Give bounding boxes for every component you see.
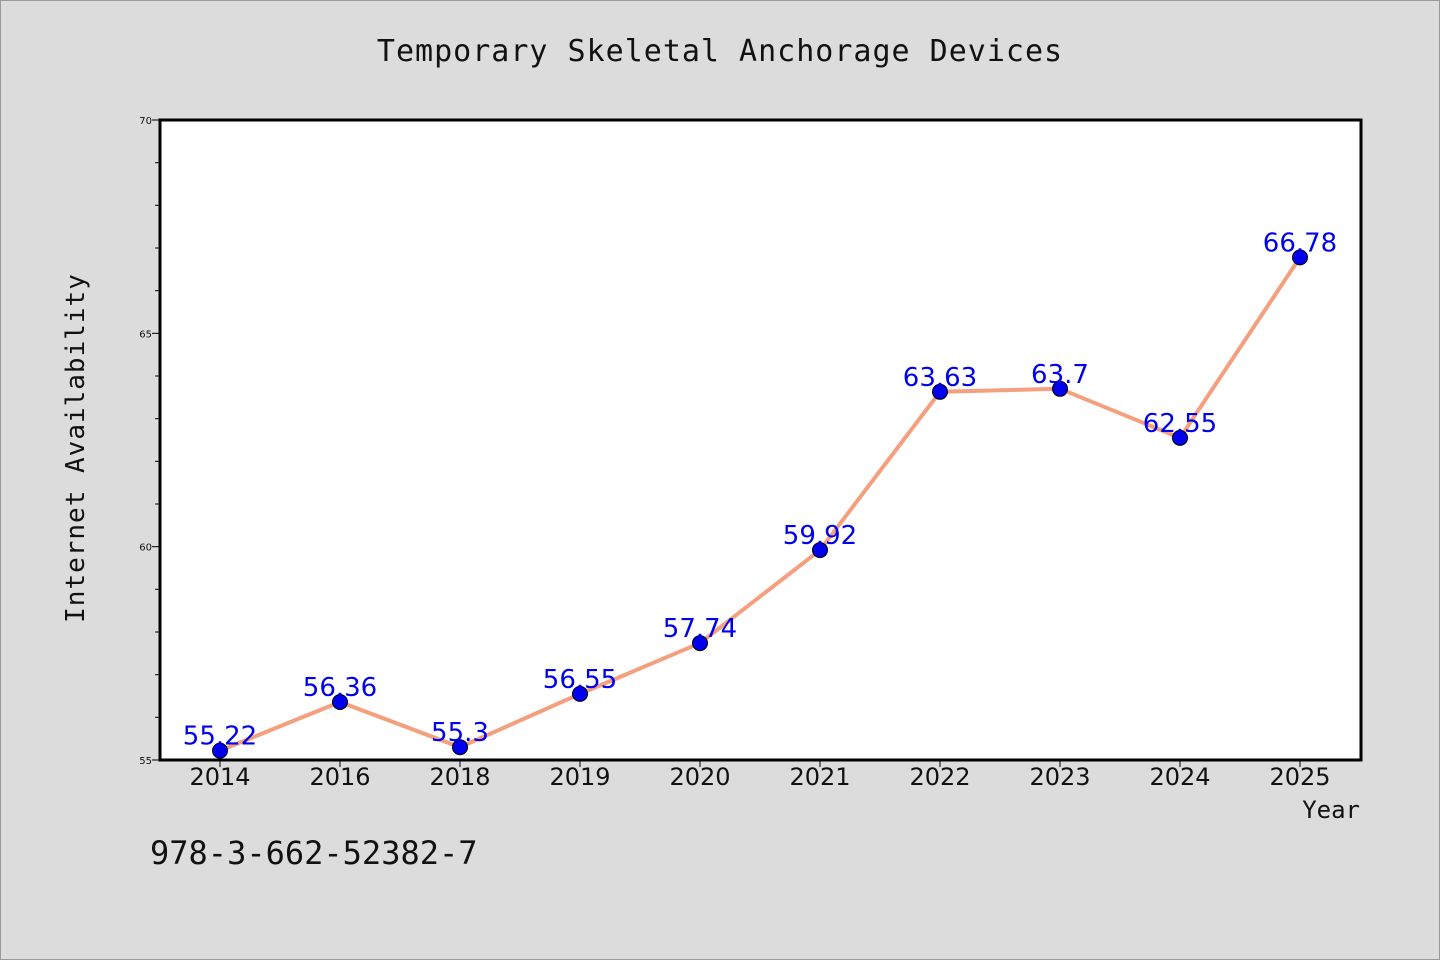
data-label: 63.7 (1031, 360, 1089, 390)
chart-title: Temporary Skeletal Anchorage Devices (376, 34, 1064, 69)
data-point (1292, 249, 1308, 266)
data-point (812, 542, 828, 559)
data-point (692, 635, 708, 652)
data-point (332, 693, 348, 710)
x-tick-label: 2018 (429, 763, 490, 791)
x-tick-label: 2014 (189, 763, 250, 791)
data-label: 63.63 (903, 363, 977, 393)
data-label: 57.74 (663, 614, 737, 644)
data-point (932, 383, 948, 400)
data-point (452, 739, 468, 756)
x-tick-label: 2022 (909, 763, 970, 791)
isbn-code: 978-3-662-52382-7 (150, 834, 478, 872)
data-point (1052, 380, 1068, 397)
data-label: 56.55 (543, 665, 617, 695)
y-tick-label: 60 (139, 543, 152, 554)
x-tick-label: 2025 (1269, 763, 1330, 791)
data-point (212, 742, 228, 759)
data-point (1172, 429, 1188, 446)
data-label: 66.78 (1263, 228, 1337, 258)
data-label: 62.55 (1143, 409, 1217, 439)
series-line (219, 256, 1302, 753)
y-tick-label: 70 (139, 116, 152, 127)
data-point (572, 685, 588, 702)
x-axis-label: Year (1302, 796, 1360, 824)
y-tick-label: 55 (139, 756, 152, 767)
y-tick-label: 65 (139, 329, 152, 340)
data-label: 55.3 (431, 718, 489, 748)
x-tick-label: 2023 (1029, 763, 1090, 791)
data-label: 59.92 (783, 521, 857, 551)
data-label: 56.36 (303, 673, 377, 703)
data-label: 55.22 (183, 722, 257, 752)
plot-area (158, 118, 1363, 762)
x-tick-label: 2019 (549, 763, 610, 791)
x-tick-label: 2020 (669, 763, 730, 791)
x-tick-label: 2021 (789, 763, 850, 791)
x-tick-label: 2024 (1149, 763, 1210, 791)
x-tick-label: 2016 (309, 763, 370, 791)
